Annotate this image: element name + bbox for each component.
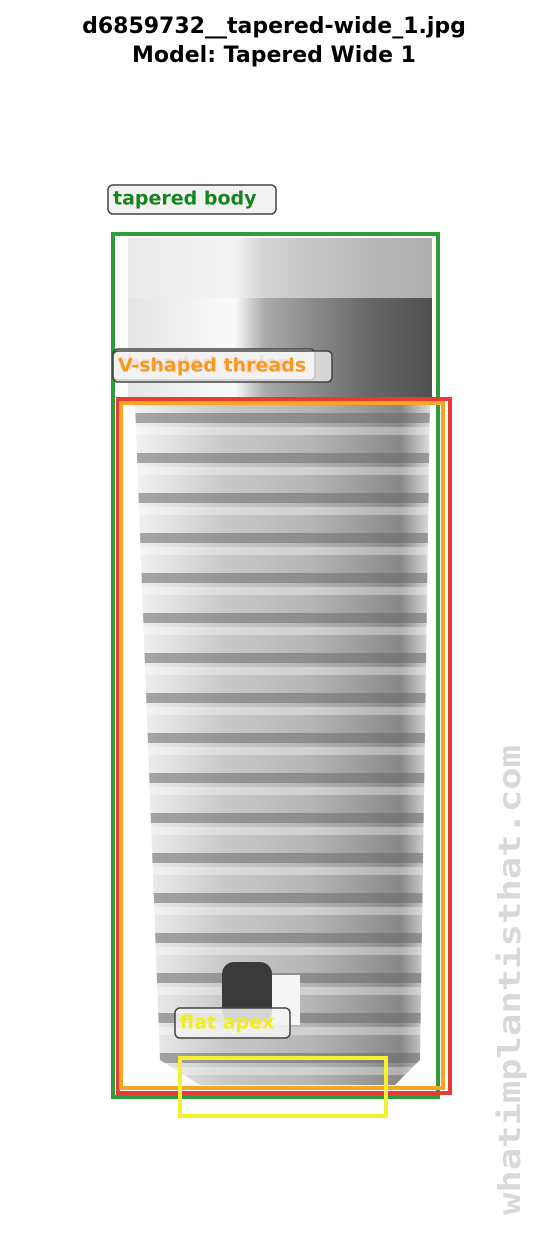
- box-v-shaped-threads: [119, 401, 445, 1090]
- box-flat-apex: [178, 1056, 388, 1118]
- label-text: V-shaped threads: [118, 355, 306, 377]
- label-v-shaped-threads: V-shaped threads: [112, 350, 333, 383]
- title: d6859732__tapered-wide_1.jpg: [82, 14, 466, 39]
- subtitle: Model: Tapered Wide 1: [132, 43, 416, 68]
- label-tapered-body: tapered body: [107, 184, 277, 215]
- watermark: whatimplantisthat.com: [493, 745, 528, 1215]
- label-text: tapered body: [113, 188, 257, 210]
- box-tapered-body: [111, 232, 440, 1099]
- bounding-boxes: [111, 232, 452, 1118]
- box-threaded-region: [116, 397, 452, 1095]
- label-text: flat apex: [180, 1012, 274, 1034]
- label-flat-apex: flat apex: [174, 1007, 291, 1039]
